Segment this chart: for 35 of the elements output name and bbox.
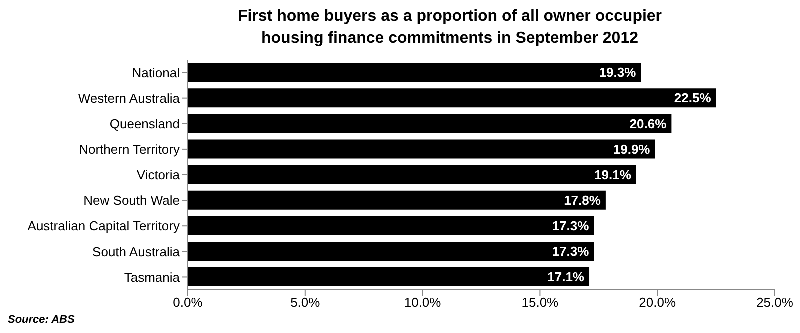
chart-title: First home buyers as a proportion of all owner occupier housing finance commitments in September 2012 [236, 7, 664, 49]
y-tick-label: New South Wale [84, 193, 180, 208]
y-tick-label: Queensland [110, 116, 180, 132]
data-label: 19.3% [599, 65, 637, 80]
data-label: 17.3% [552, 218, 590, 234]
data-label: 17.3% [552, 244, 590, 260]
bar [188, 242, 594, 261]
data-label: 17.1% [548, 270, 585, 285]
data-label: 22.5% [674, 90, 712, 106]
data-label: 20.6% [630, 116, 668, 132]
source-note: Source: ABS [8, 314, 75, 326]
bar [188, 190, 606, 210]
bar [188, 88, 716, 108]
y-tick-label: South Australia [92, 244, 181, 260]
y-tick-label: National [132, 65, 180, 80]
y-tick-label: Tasmania [124, 270, 181, 285]
bar [188, 165, 636, 184]
bar [188, 63, 642, 82]
data-label: 17.8% [564, 192, 602, 208]
y-tick-label: Western Australia [78, 90, 181, 106]
bar [188, 216, 594, 236]
bar [188, 114, 672, 134]
x-tick-label: 0.0% [173, 295, 204, 310]
y-tick-label: Victoria [136, 168, 181, 183]
bar [188, 140, 656, 159]
y-tick-label: Northern Territory [79, 142, 180, 158]
x-tick-label: 15.0% [522, 295, 560, 310]
y-tick-label: Australian Capital Territory [28, 218, 180, 234]
x-tick-label: 5.0% [290, 295, 321, 310]
bar [188, 268, 590, 287]
x-tick-label: 25.0% [756, 295, 794, 310]
data-label: 19.1% [594, 167, 632, 182]
data-label: 19.9% [613, 142, 651, 157]
x-tick-label: 20.0% [639, 295, 676, 310]
x-tick-label: 10.0% [404, 295, 442, 310]
